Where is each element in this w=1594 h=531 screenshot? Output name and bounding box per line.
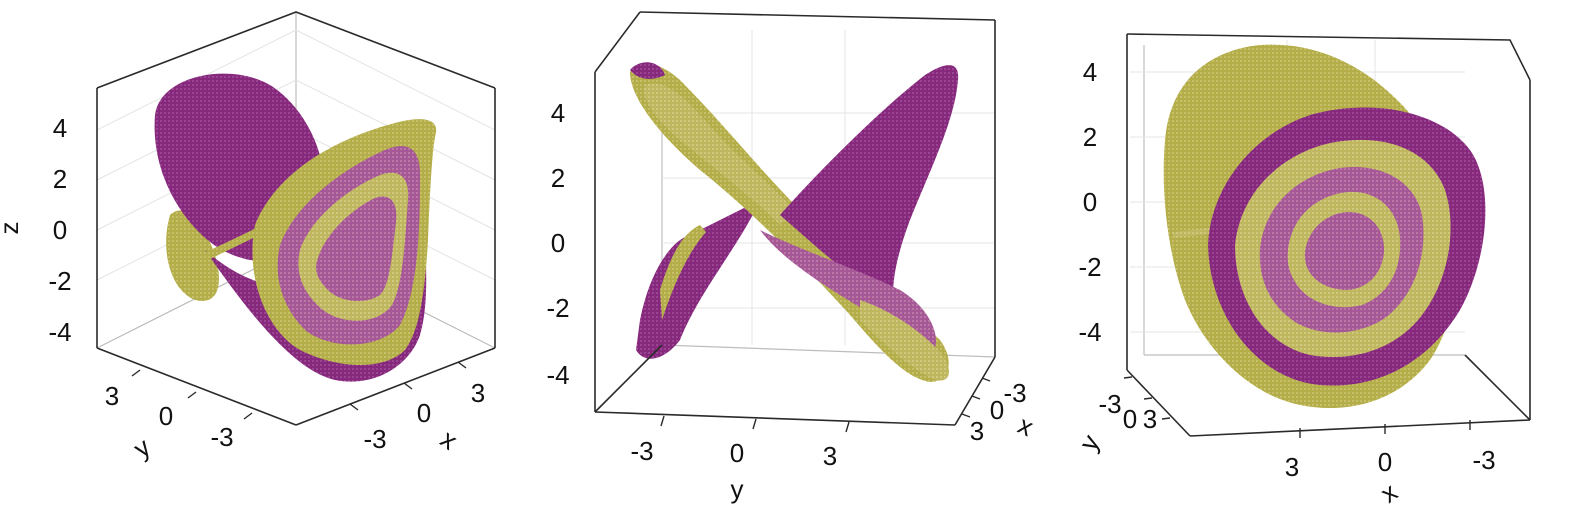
panel-2-purple-tip-left <box>630 62 665 79</box>
panel-3-y-label: y <box>1073 429 1105 455</box>
panel-2-z-tick: 0 <box>551 228 565 258</box>
panel-2-olive-band-inner <box>644 83 795 225</box>
panel-3-x-label: x <box>1375 477 1403 509</box>
panel-3-box <box>1126 33 1531 437</box>
panel-3-z-axis: 4 2 0 -2 -4 <box>1078 57 1101 347</box>
panel-2-y-tick: 3 <box>823 441 837 471</box>
panel-1-x-tick: -3 <box>363 424 386 454</box>
panel-3-y-tick: 0 <box>1123 404 1137 434</box>
panel-2-surface <box>630 62 959 383</box>
panel-1-z-axis: 4 2 0 -2 -4 z <box>0 113 72 347</box>
panel-1-z-label: z <box>0 222 24 235</box>
panel-3-z-tick: -4 <box>1078 317 1101 347</box>
panel-2-purple-left <box>636 200 760 359</box>
panel-1-y-tick: 0 <box>159 401 173 431</box>
panel-1-y-label: y <box>128 432 156 464</box>
panel-2-x-tick: -3 <box>1003 378 1026 408</box>
panel-2-x-tick: 3 <box>970 416 984 446</box>
panel-2-z-tick: 4 <box>551 98 565 128</box>
panel-2-z-tick: 2 <box>551 163 565 193</box>
panel-1-y-tick: 3 <box>105 381 119 411</box>
panel-2: 4 2 0 -2 -4 -3 0 3 y -3 0 3 x <box>546 11 1038 504</box>
panel-1-z-tick: 4 <box>53 113 67 143</box>
panel-2-z-tick: -4 <box>546 360 569 390</box>
panel-1-z-tick: -4 <box>48 317 71 347</box>
panel-1-z-tick: -2 <box>48 266 71 296</box>
panel-3-x-tick: -3 <box>1472 445 1495 475</box>
panel-3-y-tick: 3 <box>1143 404 1157 434</box>
panel-3-x-axis: 3 0 -3 x <box>1285 420 1496 509</box>
panel-1-y-tick: -3 <box>210 422 233 452</box>
panel-2-box <box>594 11 996 426</box>
panel-3-purple-center <box>1304 212 1385 290</box>
panel-2-x-tick: 0 <box>990 395 1004 425</box>
panel-2-y-tick: -3 <box>630 436 653 466</box>
panel-3-z-tick: 2 <box>1083 122 1097 152</box>
panel-2-y-label: y <box>731 474 744 504</box>
panel-1-z-tick: 0 <box>53 215 67 245</box>
panel-3-x-tick: 0 <box>1378 447 1392 477</box>
panel-2-purple-right <box>780 65 959 310</box>
panel-2-x-label: x <box>1014 410 1038 443</box>
panel-2-z-tick: -2 <box>546 293 569 323</box>
panel-2-olive-lower <box>860 300 950 381</box>
panel-3-surface <box>1163 44 1486 408</box>
panel-1-x-tick: 3 <box>471 378 485 408</box>
panel-2-x-axis: -3 0 3 x <box>961 377 1038 446</box>
panel-3-z-tick: 0 <box>1083 187 1097 217</box>
panel-2-y-axis: -3 0 3 y <box>630 415 850 504</box>
panel-1-surface <box>154 73 437 382</box>
panel-2-y-tick: 0 <box>730 438 744 468</box>
panel-2-olive-left-rim <box>660 225 706 320</box>
panel-3-y-tick: -3 <box>1098 389 1121 419</box>
panel-1-x-tick: 0 <box>417 398 431 428</box>
panel-1-purple-core <box>316 196 397 302</box>
panel-1-x-label: x <box>435 424 463 456</box>
panel-3-z-tick: -2 <box>1078 252 1101 282</box>
panel-1-thread <box>200 212 294 262</box>
panel-1-olive-back <box>166 210 219 301</box>
panel-1: 4 2 0 -2 -4 z 3 0 -3 y -3 0 3 x <box>0 11 496 464</box>
panel-3-y-axis: -3 0 3 y <box>1073 376 1171 456</box>
panel-3: 4 2 0 -2 -4 -3 0 3 y 3 0 -3 x <box>1073 33 1531 509</box>
panel-3-z-tick: 4 <box>1083 57 1097 87</box>
panel-3-x-tick: 3 <box>1285 452 1299 482</box>
panel-2-z-axis: 4 2 0 -2 -4 <box>546 98 569 390</box>
panel-1-box <box>96 11 496 426</box>
panel-1-z-tick: 2 <box>53 164 67 194</box>
panel-1-y-axis: 3 0 -3 y <box>105 369 253 464</box>
